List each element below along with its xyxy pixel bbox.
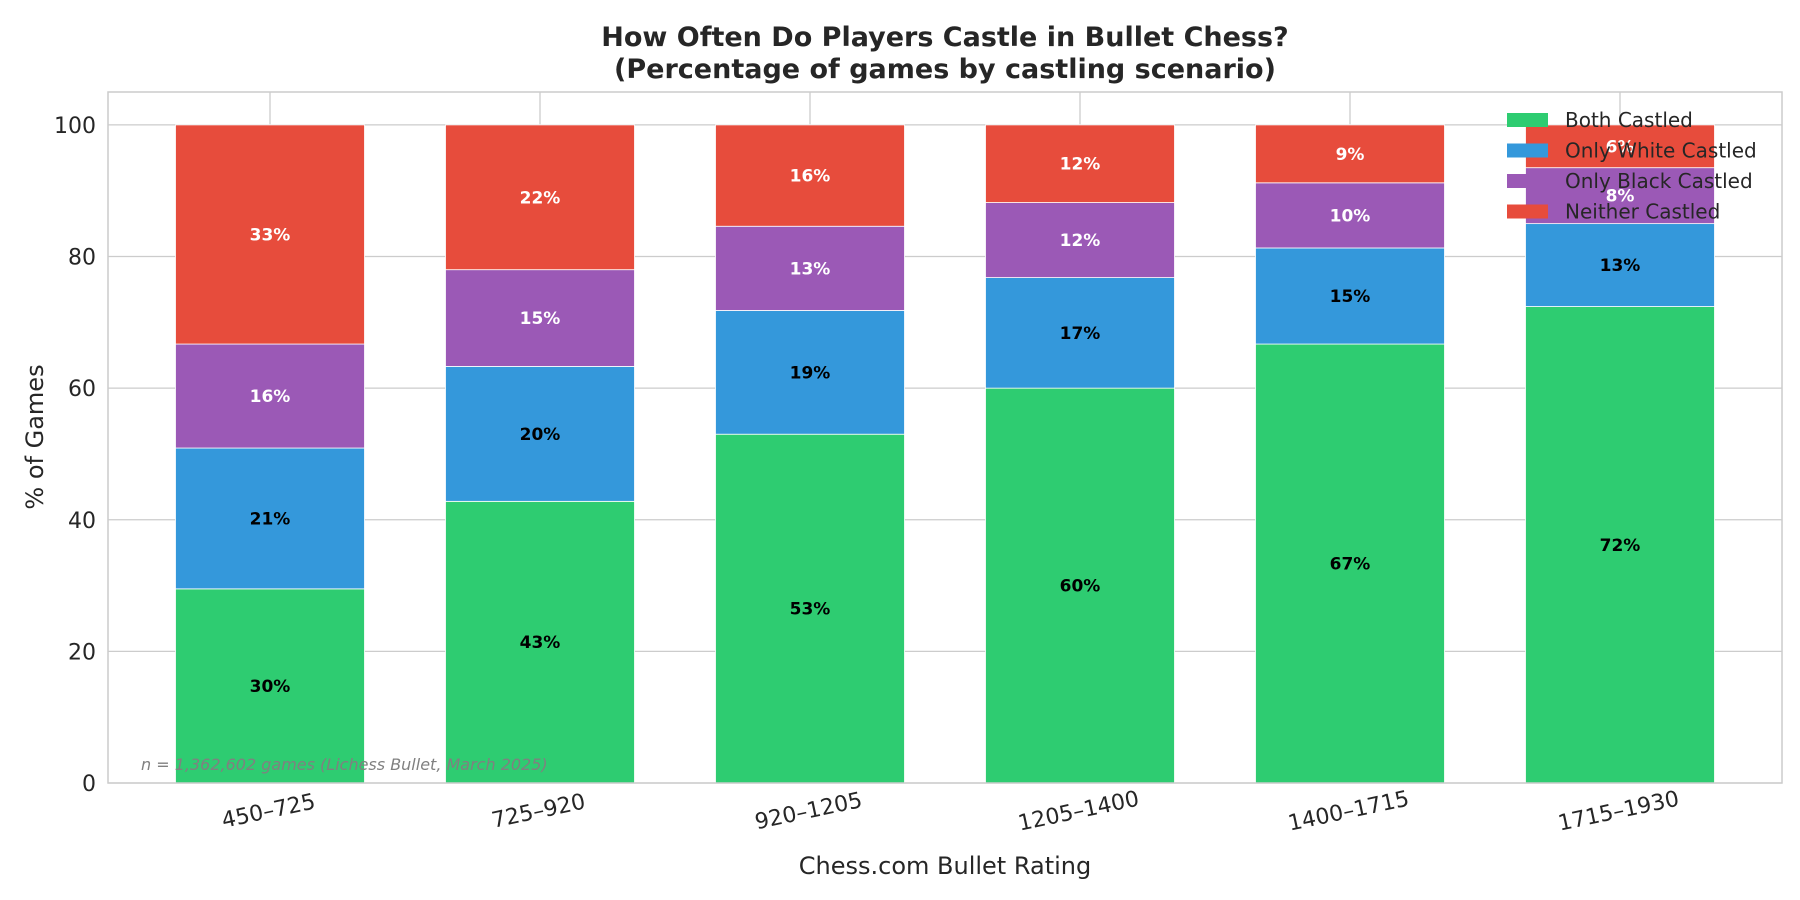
bar-data-label: 10% bbox=[1330, 206, 1371, 226]
legend-label: Both Castled bbox=[1565, 108, 1693, 132]
bar-segment bbox=[985, 202, 1175, 278]
bar-segment bbox=[985, 124, 1175, 203]
bar-segment bbox=[175, 588, 365, 784]
bar-segment bbox=[445, 124, 635, 271]
bar-data-label: 8% bbox=[1606, 187, 1635, 207]
bar-data-label: 22% bbox=[520, 188, 561, 208]
bar-segment bbox=[715, 310, 905, 435]
legend-swatch bbox=[1507, 113, 1548, 127]
y-tick-label: 0 bbox=[82, 772, 96, 797]
bar-data-label: 16% bbox=[250, 387, 291, 407]
bar-segment bbox=[715, 225, 905, 311]
bar-data-label: 9% bbox=[1336, 145, 1365, 165]
bar-segment bbox=[175, 447, 365, 590]
bar-segment bbox=[715, 124, 905, 227]
x-tick-label: 1400–1715 bbox=[1286, 787, 1411, 837]
x-tick-label: 1205–1400 bbox=[1016, 787, 1141, 837]
bar-data-label: 21% bbox=[250, 509, 291, 529]
bars-layer bbox=[175, 124, 1715, 784]
legend-swatch bbox=[1507, 204, 1548, 219]
bar-data-label: 13% bbox=[1600, 256, 1641, 276]
bar-data-label: 15% bbox=[520, 309, 561, 329]
x-axis-label: Chess.com Bullet Rating bbox=[799, 852, 1091, 880]
x-tick-label: 725–920 bbox=[490, 790, 588, 834]
bar-data-label: 60% bbox=[1060, 577, 1101, 597]
y-tick-label: 40 bbox=[68, 509, 96, 534]
y-tick-label: 60 bbox=[68, 377, 96, 402]
bar-data-label: 15% bbox=[1330, 287, 1371, 307]
bar-data-label: 12% bbox=[1060, 231, 1101, 251]
bar-data-label: 30% bbox=[250, 677, 291, 697]
bar-data-label: 17% bbox=[1060, 324, 1101, 344]
bar-segment bbox=[1255, 182, 1445, 249]
legend-label: Only White Castled bbox=[1565, 139, 1757, 163]
bar-segment bbox=[175, 124, 365, 345]
bar-data-label: 6% bbox=[1606, 137, 1635, 157]
sample-size-annotation: n = 1,362,602 games (Lichess Bullet, Mar… bbox=[141, 755, 548, 774]
x-tick-label: 1715–1930 bbox=[1556, 787, 1681, 837]
bar-segment bbox=[985, 387, 1175, 784]
bar-segment bbox=[1255, 343, 1445, 784]
bar-data-label: 16% bbox=[790, 167, 831, 187]
y-tick-label: 80 bbox=[68, 246, 96, 271]
bar-data-label: 33% bbox=[250, 225, 291, 245]
bar-segment bbox=[445, 269, 635, 367]
bar-data-label: 13% bbox=[790, 259, 831, 279]
legend: Both Castled Only White Castled Only Black… bbox=[1507, 108, 1757, 224]
x-axis: 450–725 725–920 920–1205 1205–1400 1400–1715… bbox=[220, 787, 1682, 837]
y-tick-label: 20 bbox=[68, 640, 96, 665]
legend-label: Neither Castled bbox=[1565, 200, 1720, 224]
bar-segment bbox=[445, 366, 635, 502]
bar-segment bbox=[445, 500, 635, 784]
bar-data-label: 12% bbox=[1060, 155, 1101, 175]
bar-segment bbox=[1525, 167, 1715, 225]
bar-data-label: 72% bbox=[1600, 536, 1641, 556]
bar-data-label: 19% bbox=[790, 363, 831, 383]
bar-data-label: 67% bbox=[1330, 555, 1371, 575]
legend-swatch bbox=[1507, 174, 1548, 188]
x-tick-label: 450–725 bbox=[220, 790, 318, 834]
bar-data-label: 53% bbox=[790, 600, 831, 620]
chart-subtitle: (Percentage of games by castling scenari… bbox=[614, 54, 1276, 85]
legend-label: Only Black Castled bbox=[1565, 169, 1753, 193]
y-tick-label: 100 bbox=[54, 114, 96, 139]
bar-data-label: 43% bbox=[520, 633, 561, 653]
bar-segment bbox=[1255, 247, 1445, 345]
bar-segment bbox=[985, 277, 1175, 389]
chart-title: How Often Do Players Castle in Bullet Ch… bbox=[601, 22, 1288, 53]
bar-labels-layer: 30% 21% 16% 33% 43% 20% 15% 22% 53% 19% 13% 16% 60% 1… bbox=[250, 137, 1641, 697]
bar-data-label: 20% bbox=[520, 425, 561, 445]
bar-segment bbox=[1525, 306, 1715, 784]
bar-segment bbox=[1525, 223, 1715, 307]
bar-segment bbox=[1255, 124, 1445, 184]
y-axis: 0 20 40 60 80 100 bbox=[54, 114, 96, 797]
plot-frame bbox=[107, 91, 1783, 784]
x-tick-label: 920–1205 bbox=[753, 788, 865, 835]
legend-swatch bbox=[1507, 143, 1548, 158]
bar-segment bbox=[1525, 124, 1715, 169]
y-axis-label: % of Games bbox=[21, 364, 49, 509]
